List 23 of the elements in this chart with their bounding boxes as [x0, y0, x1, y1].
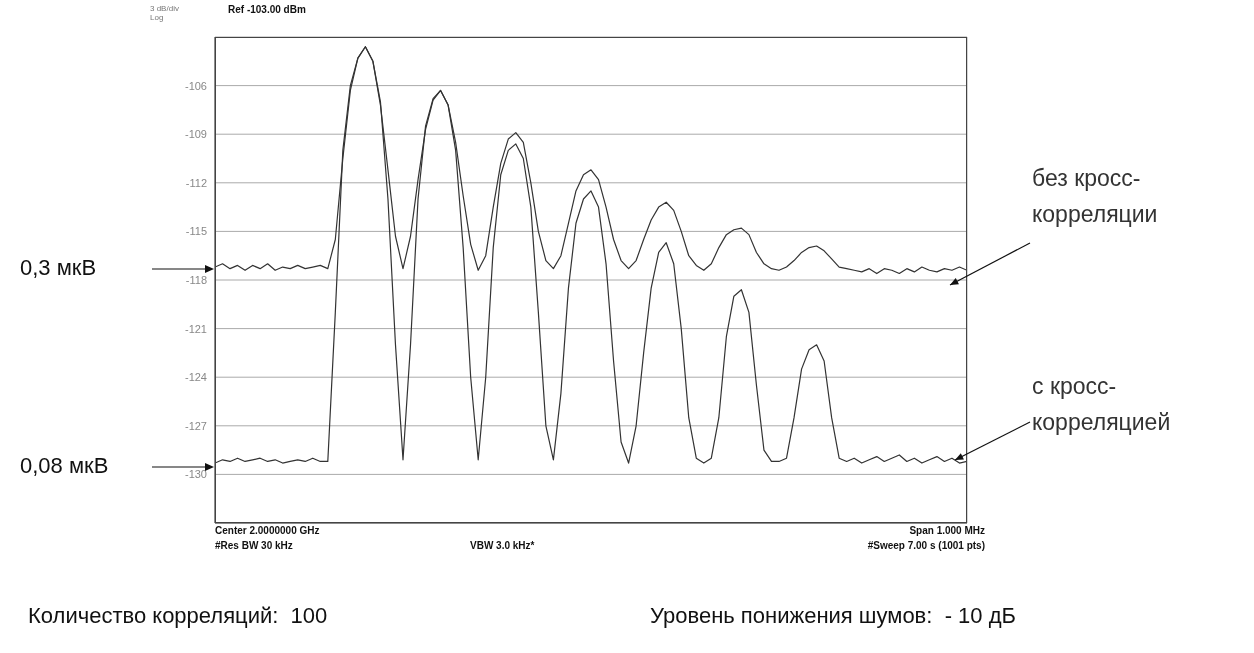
text: Количество корреляций: 100	[28, 603, 328, 629]
y-tick-label: -118	[185, 273, 207, 286]
text: с кросс-корреляцией	[1032, 372, 1172, 437]
text: без кросс-корреляции	[1032, 164, 1159, 229]
y-tick-label: -121	[184, 322, 207, 335]
y-tick-label: -106	[184, 79, 207, 92]
text: 0,08 мкВ	[20, 453, 109, 479]
y-tick-label: -112	[185, 176, 207, 189]
text: Log	[150, 13, 164, 22]
text: Уровень понижения шумов: - 10 дБ	[650, 603, 1016, 629]
text: #Sweep 7.00 s (1001 pts)	[867, 540, 985, 551]
text: Center 2.0000000 GHz	[215, 525, 320, 536]
y-tick-label: -109	[184, 128, 207, 141]
text: VBW 3.0 kHz*	[470, 540, 535, 551]
y-tick-label: -127	[184, 419, 207, 432]
text: 3 dB/div	[150, 4, 179, 13]
y-tick-label: -115	[185, 225, 207, 238]
text: Span 1.000 MHz	[909, 525, 985, 536]
text: #Res BW 30 kHz	[215, 540, 293, 551]
y-tick-label: -130	[184, 468, 207, 481]
text: Ref -103.00 dBm	[228, 4, 306, 15]
text: 0,3 мкВ	[20, 255, 97, 281]
y-tick-label: -124	[184, 371, 207, 384]
